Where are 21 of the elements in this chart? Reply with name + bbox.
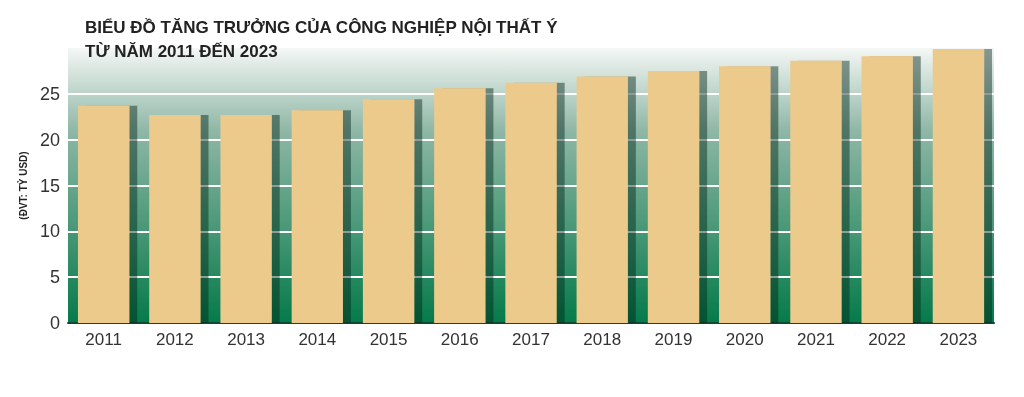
y-tick-label: 10 <box>39 221 60 242</box>
x-tick-label: 2014 <box>298 330 337 349</box>
x-tick-label: 2012 <box>155 330 194 349</box>
x-tick-label: 2013 <box>227 330 265 349</box>
x-tick-label: 2023 <box>939 330 978 349</box>
x-tick-label: 2022 <box>868 330 907 349</box>
y-tick-label: 0 <box>49 313 60 333</box>
chart-title: BIỂU ĐỒ TĂNG TRƯỞNG CỦA CÔNG NGHIỆP NỘI THẤT Ý TỪ NĂM 2011 ĐẾN 2023 <box>85 17 559 61</box>
x-tick-label: 2011 <box>85 330 122 349</box>
x-tick-label: 2015 <box>369 330 408 349</box>
y-axis-title: (ĐVT: TỶ USD) <box>16 151 29 220</box>
x-tick-label: 2020 <box>725 330 764 349</box>
y-tick-label: 5 <box>49 267 60 288</box>
y-tick-label: 15 <box>39 175 60 196</box>
x-tick-label: 2021 <box>797 330 835 349</box>
y-tick-label: 25 <box>39 83 60 104</box>
x-tick-label: 2019 <box>654 330 693 349</box>
y-tick-label: 20 <box>39 129 60 150</box>
x-tick-label: 2017 <box>512 330 550 349</box>
x-tick-label: 2018 <box>583 330 622 349</box>
x-tick-label: 2016 <box>440 330 479 349</box>
